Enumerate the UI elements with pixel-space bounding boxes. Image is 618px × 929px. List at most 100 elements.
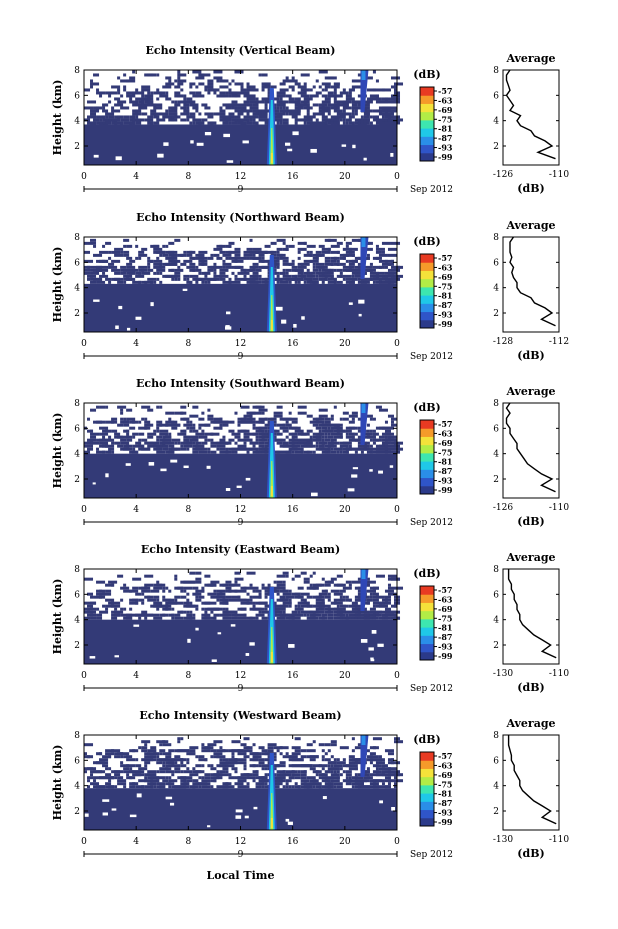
panel-0: Echo Intensity (Vertical Beam) 2 4 6 8 Height… — [51, 44, 569, 195]
profile-title: Average — [505, 385, 555, 398]
x-tick-label: 4 — [133, 172, 139, 182]
colorbar-tick-label: -75 — [438, 779, 452, 789]
colorbar-tick-label: -81 — [438, 124, 452, 134]
colorbar-tick-label: -93 — [438, 808, 453, 818]
colorbar-tick-label: -87 — [438, 300, 452, 310]
x-tick-label: 0 — [394, 671, 400, 681]
profile-x-tick: -126 — [493, 503, 513, 513]
profile-y-tick: 2 — [493, 475, 499, 485]
y-tick-label: 2 — [74, 142, 80, 152]
x-tick-label: 8 — [185, 837, 191, 847]
y-tick-label: 8 — [74, 399, 80, 409]
colorbar-tick-label: -81 — [438, 789, 452, 799]
colorbar-tick-label: -75 — [438, 281, 452, 291]
profile-line — [507, 735, 557, 825]
colorbar-tick-label: -57 — [438, 751, 452, 761]
y-axis-label: Height (km) — [51, 745, 64, 821]
colorbar-tick-label: -93 — [438, 642, 453, 652]
profile-x-tick: -110 — [549, 835, 569, 845]
x-tick-label: 12 — [235, 339, 246, 349]
x-tick-label: 12 — [235, 505, 246, 515]
profile-title: Average — [505, 52, 555, 65]
date-tick: 9 — [238, 352, 244, 362]
profile-y-tick: 8 — [493, 233, 499, 243]
colorbar-unit: (dB) — [413, 567, 440, 580]
x-tick-label: 12 — [235, 671, 246, 681]
y-tick-label: 2 — [74, 475, 80, 485]
profile-x-tick: -110 — [549, 503, 569, 513]
x-tick-label: 12 — [235, 172, 246, 182]
profile-y-tick: 2 — [493, 142, 499, 152]
y-tick-label: 4 — [74, 450, 80, 460]
colorbar-tick-label: -57 — [438, 253, 452, 263]
colorbar-tick-label: -93 — [438, 143, 453, 153]
colorbar-tick-label: -69 — [438, 272, 453, 282]
x-tick-label: 8 — [185, 505, 191, 515]
profile-frame — [502, 568, 560, 665]
x-tick-label: 8 — [185, 671, 191, 681]
profile-y-tick: 4 — [493, 284, 499, 294]
colorbar-tick-label: -81 — [438, 623, 452, 633]
panel-title: Echo Intensity (Westward Beam) — [139, 709, 341, 722]
y-tick-label: 4 — [74, 284, 80, 294]
echo-column — [360, 237, 369, 279]
profile-x-tick: -130 — [493, 669, 513, 679]
colorbar — [419, 253, 435, 329]
y-tick-label: 6 — [74, 258, 80, 268]
colorbar-tick-label: -57 — [438, 585, 452, 595]
panel-title: Echo Intensity (Southward Beam) — [136, 377, 345, 390]
profile-y-tick: 4 — [493, 616, 499, 626]
colorbar-unit: (dB) — [413, 733, 440, 746]
profile-y-tick: 4 — [493, 782, 499, 792]
profile-x-label: (dB) — [517, 847, 544, 860]
profile-x-label: (dB) — [517, 515, 544, 528]
date-tick: 9 — [238, 518, 244, 528]
profile-line — [507, 569, 557, 659]
x-tick-label: 0 — [394, 505, 400, 515]
colorbar-tick-label: -93 — [438, 310, 453, 320]
colorbar-tick-label: -75 — [438, 613, 452, 623]
colorbar-tick-label: -69 — [438, 604, 453, 614]
x-tick-label: 8 — [185, 172, 191, 182]
y-tick-label: 6 — [74, 756, 80, 766]
x-tick-label: 0 — [81, 505, 87, 515]
colorbar-unit: (dB) — [413, 235, 440, 248]
echo-column — [360, 70, 369, 112]
colorbar-tick-label: -93 — [438, 476, 453, 486]
date-tick: 9 — [238, 684, 244, 694]
profile-y-tick: 6 — [493, 91, 499, 101]
colorbar-tick-label: -75 — [438, 447, 452, 457]
profile-title: Average — [505, 717, 555, 730]
low-echo-region — [84, 283, 397, 332]
colorbar-tick-label: -99 — [438, 152, 453, 162]
profile-title: Average — [505, 551, 555, 564]
x-tick-label: 4 — [133, 671, 139, 681]
low-echo-region — [84, 619, 397, 664]
profile-y-tick: 6 — [493, 590, 499, 600]
profile-y-tick: 2 — [493, 309, 499, 319]
echo-column — [360, 569, 369, 611]
profile-line — [505, 402, 556, 493]
colorbar — [419, 751, 435, 827]
panel-3: Echo Intensity (Eastward Beam) 2 4 6 8 Height… — [51, 543, 569, 694]
profile-x-label: (dB) — [517, 681, 544, 694]
y-axis-label: Height (km) — [51, 247, 64, 323]
x-tick-label: 0 — [394, 339, 400, 349]
panel-title: Echo Intensity (Eastward Beam) — [141, 543, 340, 556]
profile-y-tick: 2 — [493, 807, 499, 817]
x-tick-label: 8 — [185, 339, 191, 349]
panel-title: Echo Intensity (Northward Beam) — [136, 211, 345, 224]
colorbar-tick-label: -57 — [438, 419, 452, 429]
low-echo-region — [84, 788, 397, 830]
profile-x-tick: -126 — [493, 170, 513, 180]
y-tick-label: 6 — [74, 424, 80, 434]
profile-y-tick: 8 — [493, 66, 499, 76]
profile-line — [505, 69, 556, 160]
colorbar-unit: (dB) — [413, 401, 440, 414]
colorbar-tick-label: -63 — [438, 594, 453, 604]
profile-frame — [502, 69, 560, 166]
x-tick-label: 0 — [81, 172, 87, 182]
x-tick-label: 20 — [339, 837, 351, 847]
y-tick-label: 4 — [74, 117, 80, 127]
